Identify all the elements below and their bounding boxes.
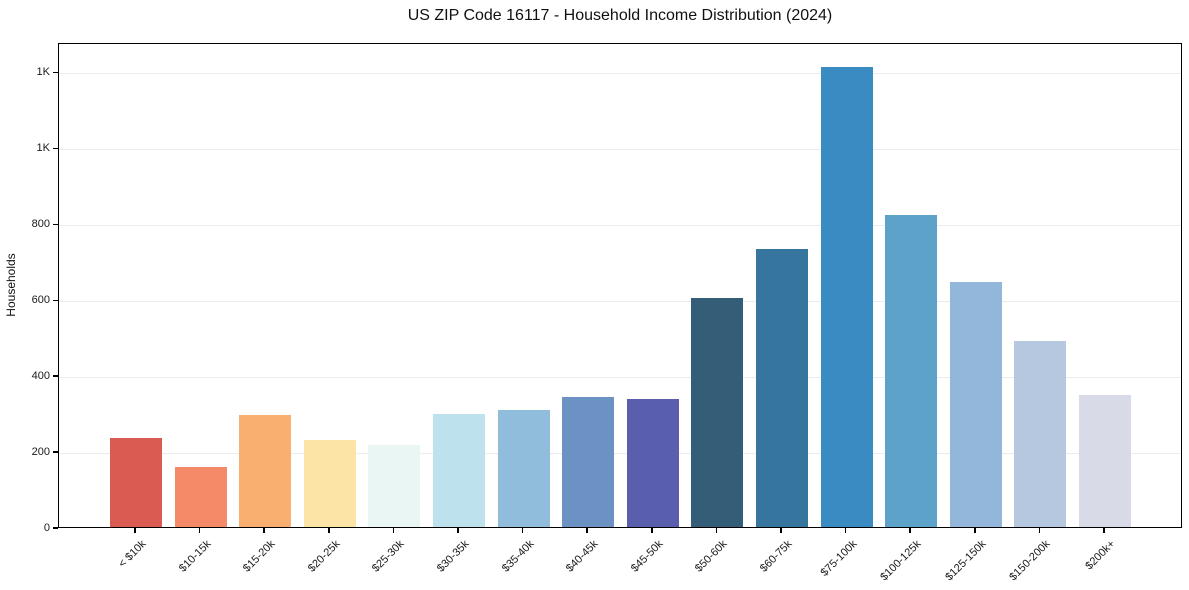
x-tick-mark bbox=[198, 528, 201, 533]
y-tick-mark bbox=[53, 527, 58, 529]
x-tick-mark bbox=[909, 528, 911, 533]
x-tick-label: $150-200k bbox=[1007, 538, 1053, 584]
bar bbox=[1014, 341, 1067, 527]
x-tick-mark bbox=[392, 528, 395, 533]
x-tick-mark bbox=[263, 528, 265, 533]
x-tick-label: $30-35k bbox=[434, 538, 472, 575]
gridline bbox=[59, 224, 1181, 226]
x-tick-label: $50-60k bbox=[693, 538, 730, 575]
bar bbox=[303, 440, 356, 527]
y-tick-label: 600 bbox=[31, 293, 50, 306]
chart-title: US ZIP Code 16117 - Household Income Dis… bbox=[407, 7, 833, 24]
y-tick-label: 200 bbox=[31, 445, 50, 458]
x-tick-mark bbox=[651, 528, 653, 533]
y-tick-label: 1K bbox=[36, 66, 50, 79]
x-tick-label: $45-50k bbox=[628, 538, 666, 575]
y-tick-mark bbox=[53, 299, 58, 302]
x-tick-label: $10-15k bbox=[176, 538, 214, 575]
x-tick-label: $60-75k bbox=[757, 538, 795, 575]
x-tick-mark bbox=[328, 528, 330, 533]
x-tick-mark bbox=[586, 528, 588, 533]
x-tick-label: $40-45k bbox=[564, 538, 601, 575]
x-tick-mark bbox=[844, 528, 847, 533]
bar bbox=[756, 248, 808, 527]
bar bbox=[949, 281, 1002, 527]
x-tick-label: $25-30k bbox=[370, 538, 407, 575]
x-tick-mark bbox=[1103, 528, 1105, 533]
x-tick-mark bbox=[780, 528, 782, 533]
bar bbox=[239, 415, 292, 527]
gridline bbox=[59, 376, 1181, 378]
x-tick-label: $125-150k bbox=[943, 538, 989, 584]
x-tick-mark bbox=[521, 528, 524, 533]
bar bbox=[110, 437, 162, 527]
x-tick-mark bbox=[1038, 528, 1041, 533]
y-tick-label: 0 bbox=[43, 521, 50, 534]
bar bbox=[1079, 394, 1131, 527]
plot-area bbox=[58, 43, 1182, 528]
bar bbox=[562, 397, 615, 527]
y-tick-label: 400 bbox=[31, 369, 50, 382]
y-tick-mark bbox=[53, 223, 58, 226]
bar bbox=[885, 214, 938, 527]
gridline bbox=[59, 452, 1181, 454]
x-tick-label: $100-125k bbox=[878, 538, 924, 584]
x-tick-label: $75-100k bbox=[818, 538, 860, 579]
gridline bbox=[59, 149, 1181, 150]
bar bbox=[820, 66, 873, 527]
bar bbox=[174, 467, 227, 527]
x-tick-label: $200k+ bbox=[1083, 538, 1118, 573]
y-tick-label: 800 bbox=[31, 217, 50, 230]
x-tick-mark bbox=[457, 528, 459, 533]
gridline bbox=[59, 300, 1181, 302]
y-tick-mark bbox=[53, 147, 58, 150]
bar bbox=[433, 414, 485, 527]
gridline bbox=[59, 73, 1181, 75]
bar bbox=[497, 410, 550, 527]
x-tick-label: $20-25k bbox=[305, 538, 343, 575]
x-tick-mark bbox=[974, 528, 976, 533]
x-tick-mark bbox=[134, 528, 136, 533]
x-tick-mark bbox=[715, 528, 718, 533]
y-tick-mark bbox=[53, 375, 58, 377]
x-tick-label: < $10k bbox=[116, 538, 149, 571]
y-tick-label: 1K bbox=[36, 142, 50, 154]
y-axis-label: Households bbox=[4, 253, 18, 317]
bar bbox=[626, 399, 679, 527]
bar bbox=[368, 445, 421, 527]
x-tick-label: $35-40k bbox=[499, 538, 537, 575]
bar bbox=[691, 297, 744, 527]
y-tick-mark bbox=[53, 71, 58, 74]
y-tick-mark bbox=[53, 451, 58, 453]
x-tick-label: $15-20k bbox=[241, 538, 278, 575]
